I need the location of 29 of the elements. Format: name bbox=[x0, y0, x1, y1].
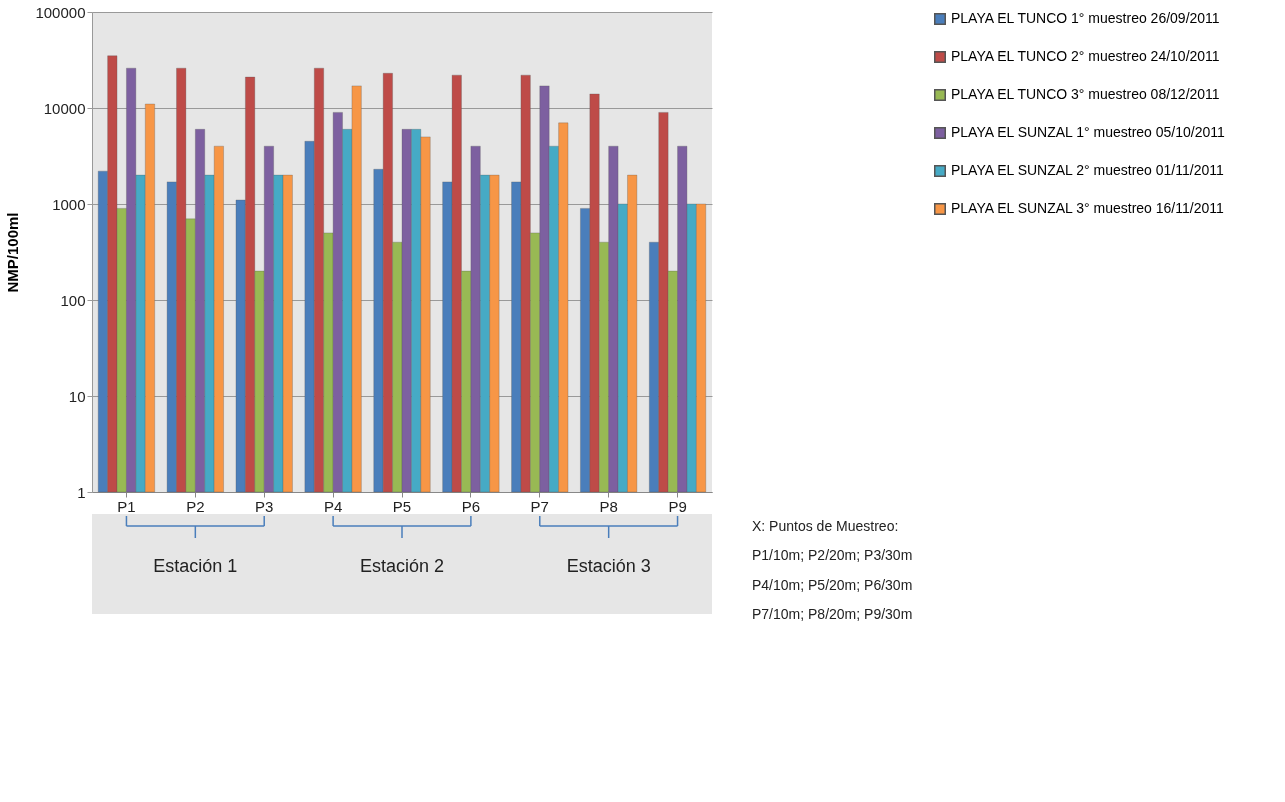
x-tick-label: P8 bbox=[599, 497, 618, 515]
x-tick-label: P1 bbox=[117, 497, 136, 515]
x-tick-label: P5 bbox=[392, 497, 412, 515]
text: Estación 3 bbox=[566, 556, 651, 576]
x-tick-label: P7 bbox=[530, 497, 549, 515]
y-tick-label: 100 bbox=[60, 291, 86, 309]
x-tick-label: P2 bbox=[186, 497, 205, 515]
legend-label: PLAYA EL TUNCO 3° muestreo 08/12/2011 bbox=[951, 86, 1220, 102]
y-tick-label: 1 bbox=[77, 483, 86, 501]
text: P7/10m; P8/20m; P9/30m bbox=[752, 606, 913, 623]
x-tick-label: P3 bbox=[255, 497, 274, 515]
text: Estación 1 bbox=[153, 556, 238, 576]
text: Estación 2 bbox=[359, 556, 445, 576]
text: X: Puntos de Muestreo: bbox=[752, 517, 899, 534]
x-tick-label: P6 bbox=[461, 497, 481, 515]
y-tick-label: 10000 bbox=[43, 99, 86, 117]
text: P4/10m; P5/20m; P6/30m bbox=[752, 576, 913, 593]
y-tick-label: 1000 bbox=[52, 195, 86, 213]
legend-label: PLAYA EL SUNZAL 3° muestreo 16/11/2011 bbox=[951, 200, 1224, 216]
y-axis-title: NMP/100ml bbox=[4, 212, 22, 293]
y-tick-label: 100000 bbox=[35, 3, 86, 21]
legend-label: PLAYA EL TUNCO 1° muestreo 26/09/2011 bbox=[951, 10, 1220, 26]
legend-label: PLAYA EL TUNCO 2° muestreo 24/10/2011 bbox=[951, 48, 1220, 64]
x-tick-label: P4 bbox=[323, 497, 343, 515]
y-tick-label: 10 bbox=[68, 387, 86, 405]
x-tick-label: P9 bbox=[668, 497, 687, 515]
legend-label: PLAYA EL SUNZAL 2° muestreo 01/11/2011 bbox=[951, 162, 1224, 178]
text: P1/10m; P2/20m; P3/30m bbox=[752, 547, 913, 564]
legend-label: PLAYA EL SUNZAL 1° muestreo 05/10/2011 bbox=[951, 124, 1226, 140]
